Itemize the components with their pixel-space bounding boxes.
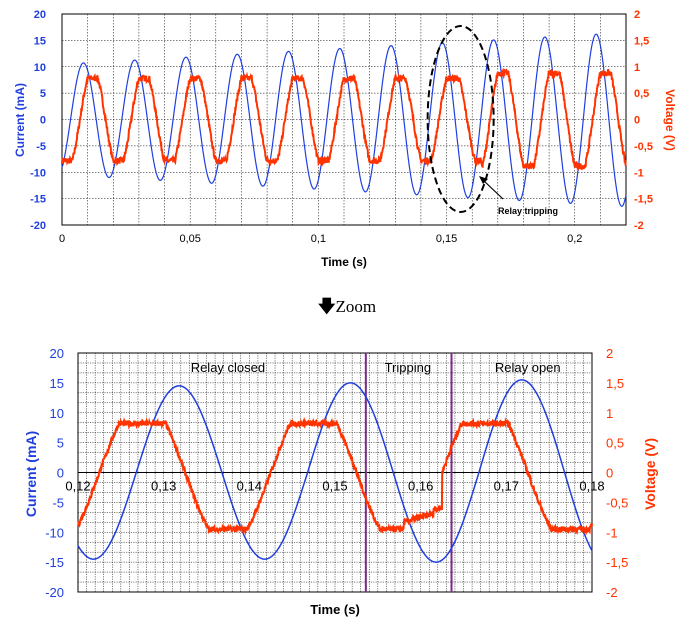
chart2-ytick-right: -1,5 (606, 555, 628, 570)
chart2-ytick-left: -10 (45, 525, 64, 540)
chart2-series-voltage (77, 416, 593, 536)
chart2-ytick-right: -2 (606, 585, 618, 600)
chart2-region-label: Tripping (385, 360, 431, 375)
chart1-ytick-left: 20 (34, 9, 46, 21)
chart2-xtick: 0,12 (65, 479, 90, 494)
chart1-ytick-right: -2 (634, 220, 644, 232)
chart1-xtick: 0,1 (311, 233, 326, 245)
chart1-annotation-text: Relay tripping (498, 206, 558, 216)
chart1-series-voltage (61, 67, 627, 171)
chart2-ytick-left: 20 (50, 346, 64, 361)
chart2-ytick-left: -5 (52, 495, 64, 510)
chart2-ytick-left: 0 (57, 466, 64, 481)
chart1-ytick-left: -20 (30, 220, 46, 232)
chart1-ytick-left: 0 (40, 115, 46, 127)
chart2-ytick-left: -20 (45, 585, 64, 600)
chart1-ytick-left: 10 (34, 62, 46, 74)
chart2-xtick: 0,14 (237, 479, 262, 494)
chart1-plot-frame (61, 13, 627, 226)
chart1-annotation-arrowhead (479, 176, 488, 184)
chart2-xtick: 0,17 (494, 479, 519, 494)
chart2-ytick-left: 5 (57, 436, 64, 451)
chart2-region-label: Relay open (495, 360, 561, 375)
chart1-ytick-right: 1 (634, 62, 640, 74)
chart1-xtick: 0,05 (179, 233, 200, 245)
chart1-ytick-right: 2 (634, 9, 640, 21)
chart2-ylabel-right: Voltage (V) (642, 438, 658, 510)
chart2-xtick: 0,18 (579, 479, 604, 494)
chart2-ytick-right: -1 (606, 525, 618, 540)
chart1-annotation-ellipse (426, 25, 495, 213)
chart1-ytick-right: 0 (634, 115, 640, 127)
chart1-ytick-left: -5 (36, 141, 46, 153)
chart2-ytick-left: 10 (50, 406, 64, 421)
chart1-xtick: 0 (59, 233, 65, 245)
down-arrow-icon: 🡇 (318, 297, 336, 317)
chart1-xtick: 0,2 (567, 233, 582, 245)
chart2-ytick-right: 2 (606, 346, 613, 361)
chart1-ylabel-right: Voltage (V) (663, 89, 677, 151)
chart1-ytick-left: -15 (30, 194, 46, 206)
chart2-ytick-right: 0 (606, 466, 613, 481)
chart1-ytick-left: 5 (40, 88, 46, 100)
chart2-xtick: 0,16 (408, 479, 433, 494)
chart2-region-label: Relay closed (191, 360, 265, 375)
zoom-caption: 🡇Zoom (318, 294, 376, 323)
chart1-ytick-left: -10 (30, 167, 46, 179)
chart2-ytick-left: 15 (50, 376, 64, 391)
chart1-series-current (61, 33, 627, 207)
chart1-xtick: 0,15 (436, 233, 457, 245)
chart1-ytick-left: 15 (34, 35, 46, 47)
chart2-series-current (77, 379, 593, 563)
chart1-ytick-right: -1 (634, 167, 644, 179)
chart2-xlabel: Time (s) (310, 602, 360, 617)
chart2-ytick-right: -0,5 (606, 495, 628, 510)
chart2-ytick-right: 0,5 (606, 436, 624, 451)
chart2-ytick-left: -15 (45, 555, 64, 570)
chart1-ytick-right: -0,5 (634, 141, 653, 153)
chart2-xtick: 0,15 (322, 479, 347, 494)
chart1-xlabel: Time (s) (321, 255, 367, 269)
chart2-ylabel-left: Current (mA) (23, 431, 39, 517)
chart1-ylabel-left: Current (mA) (13, 83, 27, 157)
chart1-ytick-right: -1,5 (634, 194, 653, 206)
chart1-annotation-arrow-line (482, 179, 504, 200)
chart2-ytick-right: 1,5 (606, 376, 624, 391)
chart2-xtick: 0,13 (151, 479, 176, 494)
zoom-text: Zoom (335, 297, 377, 316)
chart1-ytick-right: 0,5 (634, 88, 649, 100)
chart1-ytick-right: 1,5 (634, 35, 649, 47)
chart2-ytick-right: 1 (606, 406, 613, 421)
